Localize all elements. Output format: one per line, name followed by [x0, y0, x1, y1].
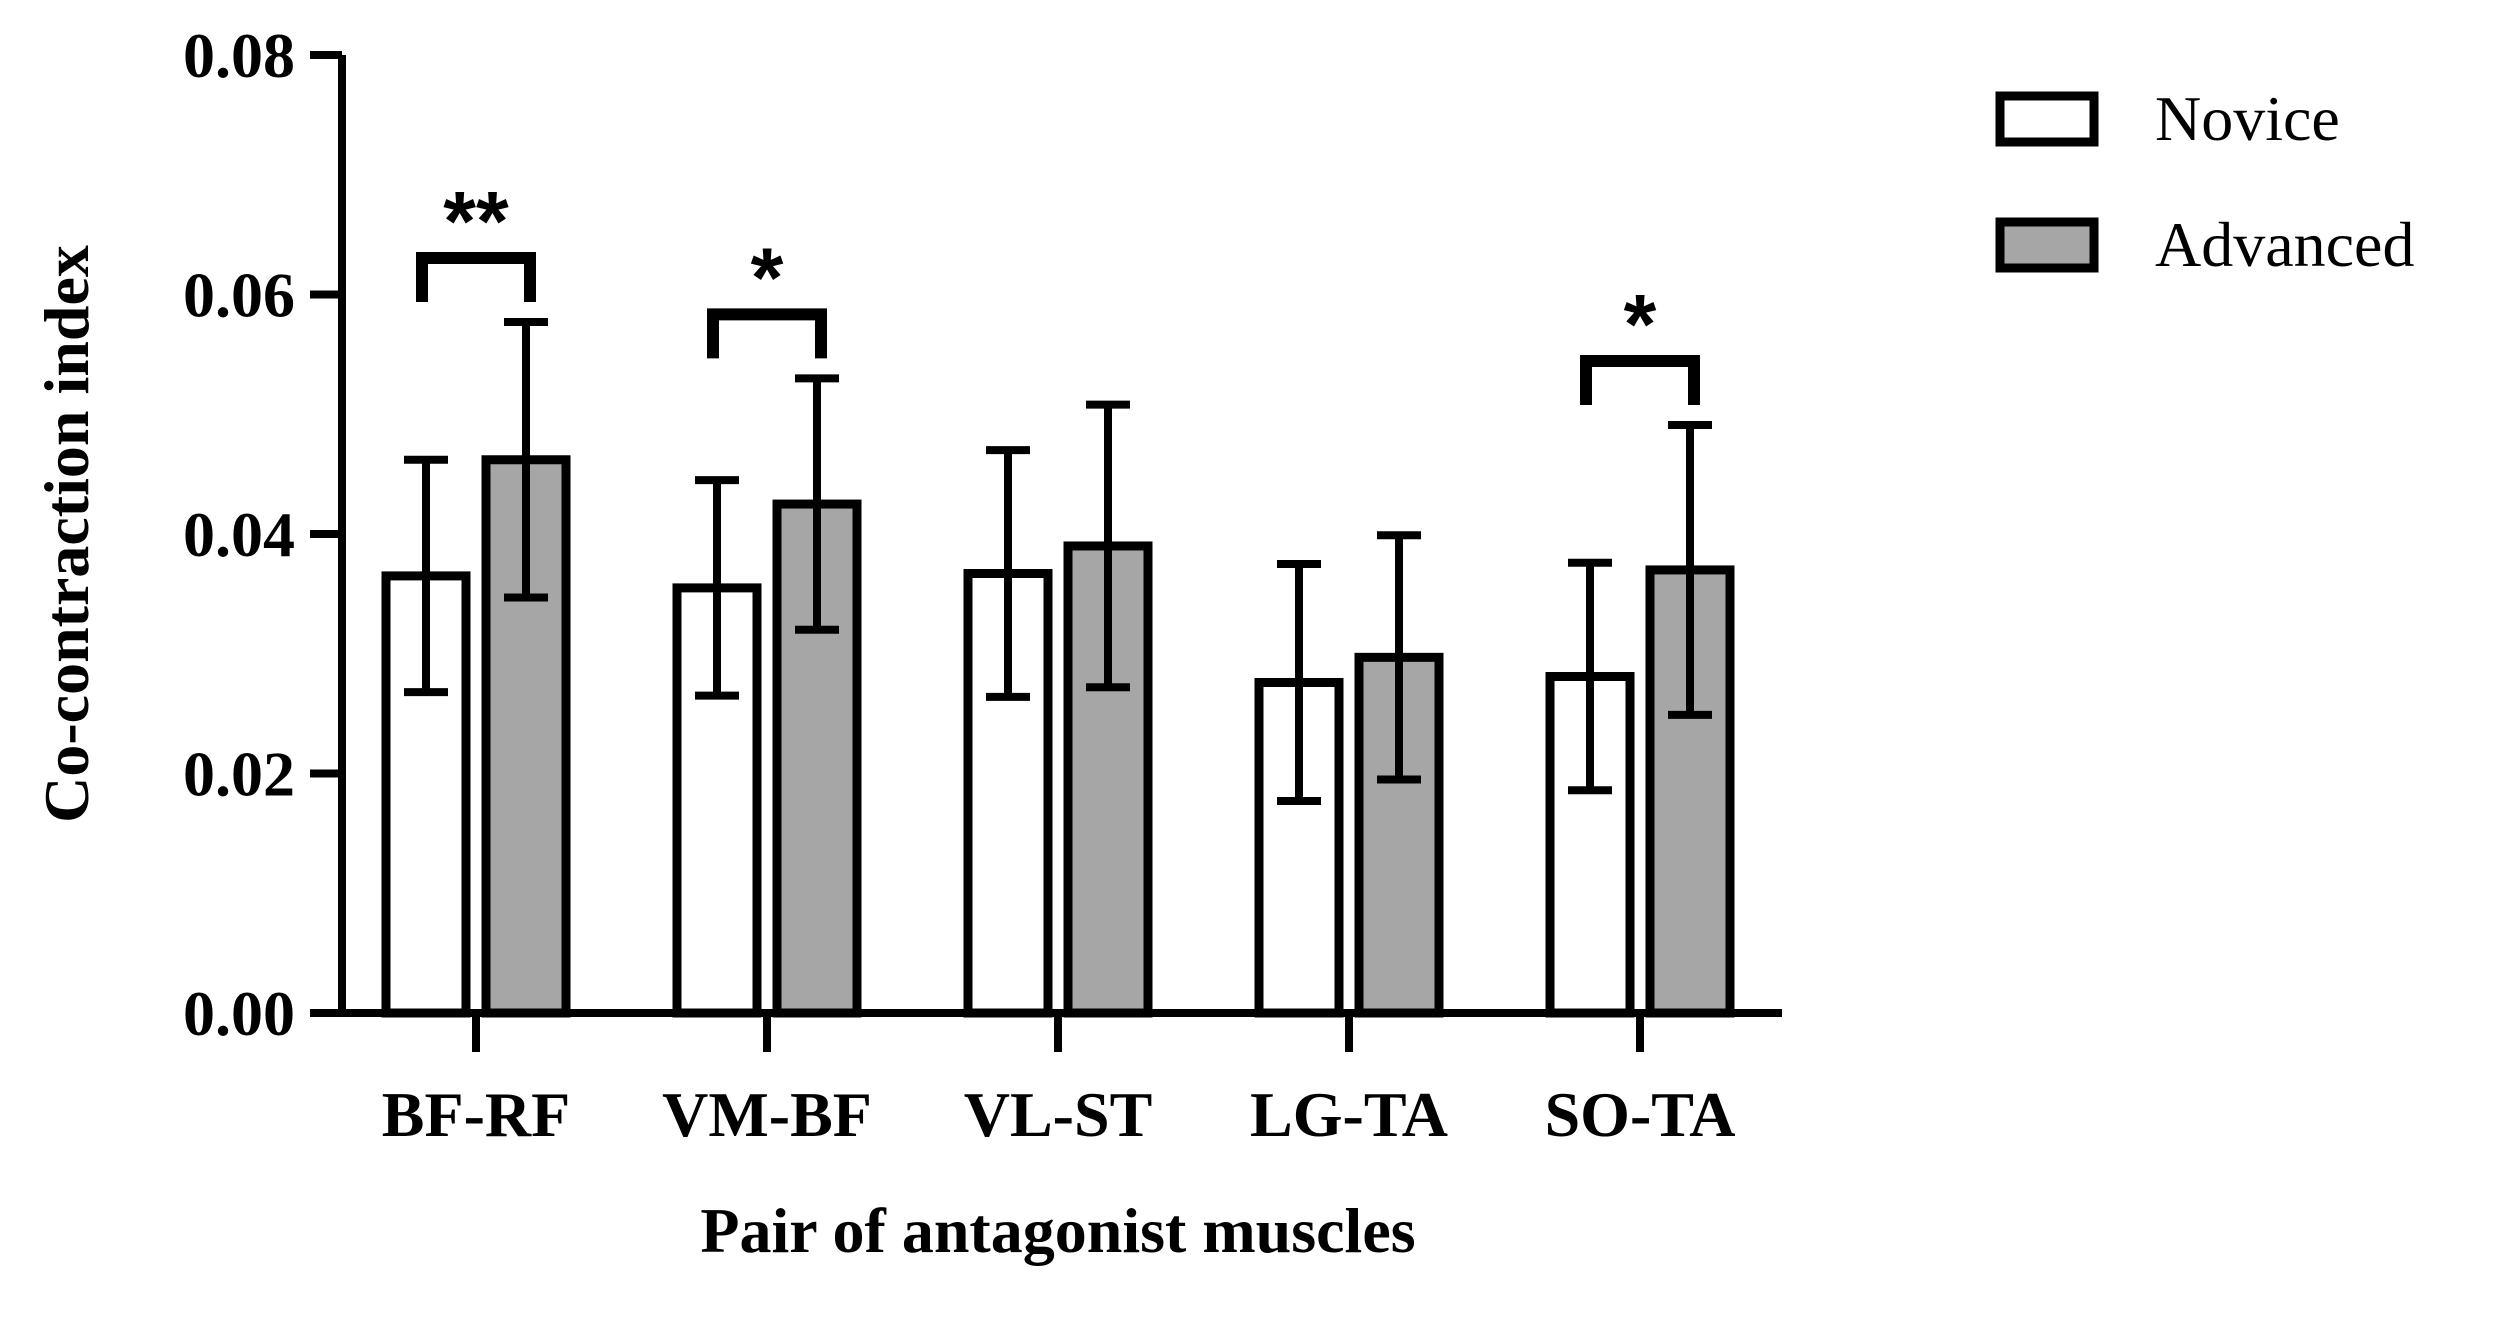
significance-label: **: [443, 174, 509, 268]
y-ticks: 0.00 0.02 0.04 0.06 0.08: [183, 20, 342, 1049]
plot-area: [381, 318, 1735, 1018]
y-tick-label: 0.04: [183, 499, 295, 570]
x-tick-label: BF-RF: [382, 1079, 570, 1150]
x-axis-title: Pair of antagonist muscles: [700, 1195, 1415, 1266]
significance-brackets: *** *: [416, 174, 1700, 406]
x-tick-label: VM-BF: [662, 1079, 872, 1150]
y-tick-label: 0.06: [183, 260, 295, 331]
x-tick-label: LG-TA: [1250, 1079, 1448, 1150]
significance-bracket: [416, 252, 536, 303]
significance-label: *: [1624, 277, 1657, 371]
legend: Novice Advanced: [1995, 83, 2414, 280]
y-tick-label: 0.08: [183, 20, 295, 91]
x-ticks: BF-RF VM-BF VL-ST LG-TA SO-TA: [382, 1013, 1736, 1150]
legend-label-novice: Novice: [2155, 83, 2340, 154]
x-tick-label: VL-ST: [964, 1079, 1153, 1150]
legend-label-advanced: Advanced: [2155, 209, 2414, 280]
significance-bracket: [707, 308, 827, 359]
significance-bracket: [1580, 355, 1700, 406]
significance-label: *: [751, 230, 784, 324]
x-tick-label: SO-TA: [1545, 1079, 1736, 1150]
legend-swatch-novice: [1995, 91, 2099, 147]
y-axis-title: Co-contraction index: [31, 245, 102, 823]
legend-swatch-advanced: [1995, 217, 2099, 273]
y-tick-label: 0.02: [183, 739, 295, 810]
y-tick-label: 0.00: [183, 978, 295, 1049]
